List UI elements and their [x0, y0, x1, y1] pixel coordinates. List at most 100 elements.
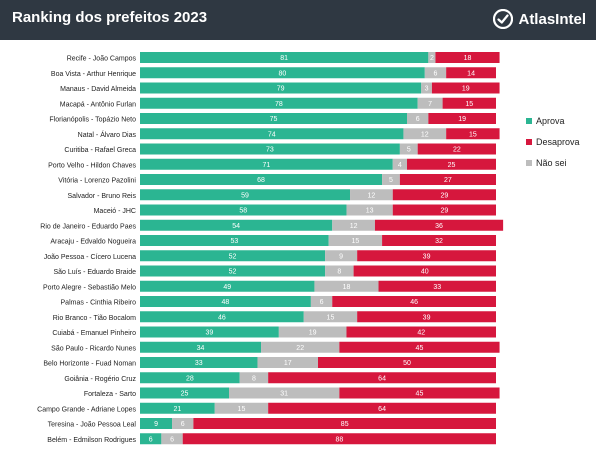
- data-label: 31: [280, 391, 288, 398]
- category-label: Porto Alegre - Sebastião Melo: [43, 284, 136, 291]
- data-label: 6: [434, 70, 438, 77]
- data-label: 15: [465, 101, 473, 108]
- bar-segment-desaprova: [357, 311, 496, 323]
- bar-segment-aprova: [140, 387, 229, 399]
- data-label: 73: [266, 147, 274, 154]
- header-bar: Ranking dos prefeitos 2023 AtlasIntel: [0, 0, 596, 40]
- bar-segment-nao-sei: [278, 326, 347, 338]
- data-label: 6: [149, 436, 153, 443]
- data-label: 22: [453, 147, 461, 154]
- legend-swatch-nao-sei: [526, 160, 532, 166]
- bar-segment-aprova: [140, 219, 333, 231]
- legend-swatch-aprova: [526, 118, 532, 124]
- bar-segment-aprova: [140, 341, 262, 353]
- bar-segment-nao-sei: [325, 250, 358, 262]
- atlasintel-logo-icon: [493, 9, 514, 29]
- data-label: 8: [337, 269, 341, 276]
- bar-segment-aprova: [140, 67, 425, 79]
- data-label: 78: [275, 101, 283, 108]
- bar-segment-desaprova: [399, 174, 496, 185]
- data-label: 17: [284, 360, 292, 367]
- data-label: 6: [181, 421, 185, 428]
- category-label: João Pessoa - Cícero Lucena: [44, 254, 136, 261]
- data-label: 3: [425, 86, 429, 93]
- legend-label-desaprova: Desaprova: [536, 137, 580, 147]
- bar-segment-nao-sei: [399, 143, 418, 155]
- bar-segment-desaprova: [193, 418, 496, 429]
- data-label: 39: [423, 253, 431, 260]
- bar-segment-aprova: [140, 418, 173, 429]
- legend-label-nao-sei: Não sei: [536, 158, 567, 168]
- data-label: 12: [368, 192, 376, 199]
- data-label: 32: [435, 238, 443, 245]
- bar-segment-aprova: [140, 326, 279, 338]
- data-label: 15: [238, 406, 246, 413]
- category-label: Maceió - JHC: [94, 208, 136, 215]
- data-label: 81: [280, 55, 288, 62]
- category-label: Boa Vista - Arthur Henrique: [51, 71, 136, 78]
- data-label: 33: [195, 360, 203, 367]
- bar-segment-desaprova: [442, 97, 496, 109]
- bar-segment-aprova: [140, 128, 404, 140]
- data-label: 58: [239, 208, 247, 215]
- bar-segment-nao-sei: [346, 204, 393, 216]
- data-label: 45: [416, 391, 424, 398]
- category-label: Macapá - Antônio Furlan: [60, 101, 136, 108]
- bar-segment-nao-sei: [310, 296, 333, 307]
- bar-segment-desaprova: [268, 402, 496, 414]
- bar-segment-desaprova: [339, 341, 500, 353]
- bar-segment-aprova: [140, 265, 326, 277]
- bar-segment-aprova: [140, 174, 383, 185]
- data-label: 48: [222, 299, 230, 306]
- data-label: 6: [416, 116, 420, 123]
- data-label: 18: [464, 55, 472, 62]
- bar-segment-desaprova: [346, 326, 496, 338]
- bar-segment-desaprova: [182, 433, 496, 445]
- data-label: 40: [421, 269, 429, 276]
- bar-segment-desaprova: [318, 357, 496, 368]
- category-label: Salvador - Bruno Reis: [68, 193, 137, 200]
- bar-segment-desaprova: [428, 113, 496, 124]
- category-label: Teresina - João Pessoa Leal: [48, 422, 137, 429]
- category-label: Belém - Edmilson Rodrigues: [47, 437, 136, 444]
- bar-segment-nao-sei: [314, 280, 379, 292]
- data-label: 8: [252, 375, 256, 382]
- data-label: 25: [448, 162, 456, 169]
- bar-segment-desaprova: [392, 189, 496, 201]
- data-label: 74: [268, 131, 276, 138]
- brand-logo: AtlasIntel: [493, 9, 586, 29]
- bar-segment-aprova: [140, 311, 304, 323]
- bar-segment-nao-sei: [214, 402, 269, 414]
- bar-segment-nao-sei: [428, 52, 436, 63]
- category-label: São Paulo - Ricardo Nunes: [51, 345, 136, 352]
- data-label: 54: [232, 223, 240, 230]
- category-label: São Luís - Eduardo Braide: [54, 269, 137, 276]
- data-label: 5: [407, 147, 411, 154]
- data-label: 80: [279, 70, 287, 77]
- bar-segment-aprova: [140, 357, 258, 368]
- bar-segment-desaprova: [392, 204, 496, 216]
- category-label: Natal - Álvaro Dias: [78, 130, 137, 139]
- data-label: 33: [433, 284, 441, 291]
- bar-segment-aprova: [140, 235, 329, 246]
- data-label: 59: [241, 192, 249, 199]
- category-label: Palmas - Cinthia Ribeiro: [61, 300, 137, 307]
- data-label: 28: [186, 375, 194, 382]
- data-label: 13: [366, 208, 374, 215]
- data-label: 46: [410, 299, 418, 306]
- bar-segment-nao-sei: [239, 372, 269, 384]
- data-label: 22: [296, 345, 304, 352]
- data-label: 15: [327, 314, 335, 321]
- data-label: 46: [218, 314, 226, 321]
- bar-segment-nao-sei: [407, 113, 429, 124]
- bar-segment-desaprova: [332, 296, 496, 307]
- data-label: 64: [378, 375, 386, 382]
- bar-segment-nao-sei: [325, 265, 354, 277]
- bar-segment-desaprova: [378, 280, 496, 292]
- bar-segment-aprova: [140, 433, 162, 445]
- bar-segment-nao-sei: [332, 219, 375, 231]
- bar-segment-nao-sei: [328, 235, 383, 246]
- category-label: Aracaju - Edvaldo Nogueira: [50, 239, 136, 246]
- data-label: 12: [350, 223, 358, 230]
- category-label: Campo Grande - Adriane Lopes: [37, 406, 136, 413]
